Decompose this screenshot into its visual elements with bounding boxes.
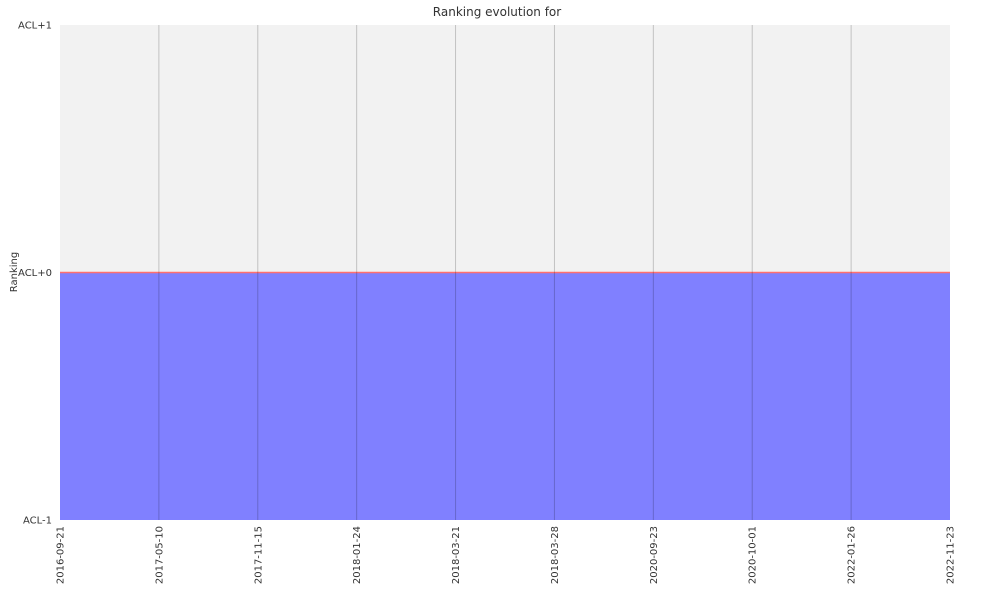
x-tick-label: 2018-01-24 [352, 526, 363, 584]
x-tick-label: 2022-11-23 [946, 526, 957, 584]
y-tick-label: ACL+0 [18, 268, 52, 279]
x-tick-label: 2018-03-28 [550, 526, 561, 584]
x-tick-label: 2018-03-21 [451, 526, 462, 584]
x-tick-label: 2017-11-15 [253, 526, 264, 584]
y-tick-label: ACL+1 [18, 21, 52, 32]
y-tick-labels: ACL-1 ACL+0 ACL+1 [18, 21, 52, 527]
x-tick-label: 2022-01-26 [847, 526, 858, 584]
grid-layer [158, 25, 852, 520]
x-tick-label: 2017-05-10 [154, 526, 165, 584]
area-fill-series-0 [60, 272, 950, 520]
area-layer [60, 271, 950, 520]
x-tick-label: 2020-10-01 [748, 526, 759, 584]
y-axis-label: Ranking [9, 252, 20, 292]
x-tick-labels: 2016-09-21 2017-05-10 2017-11-15 2018-01-24… [56, 526, 957, 584]
x-tick-label: 2016-09-21 [56, 526, 67, 584]
chart-title: Ranking evolution for [433, 5, 561, 19]
y-tick-label: ACL-1 [23, 516, 52, 527]
x-tick-label: 2020-09-23 [649, 526, 660, 584]
